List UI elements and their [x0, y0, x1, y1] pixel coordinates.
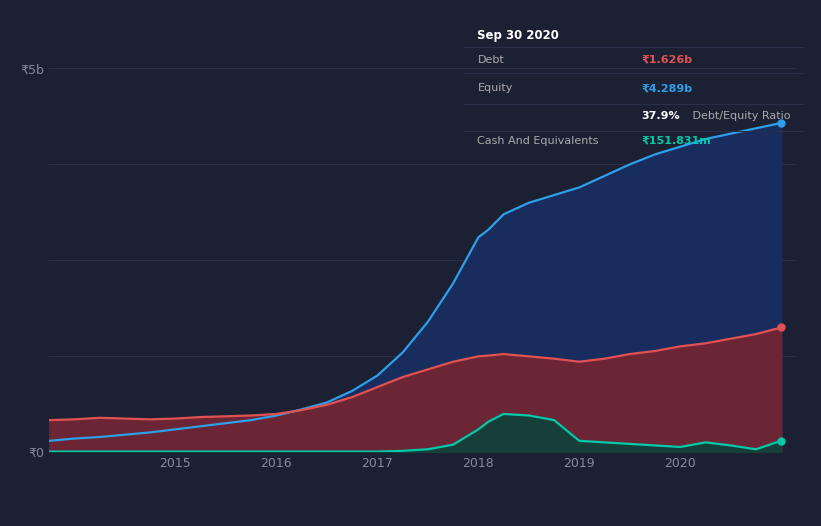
Text: Debt/Equity Ratio: Debt/Equity Ratio — [689, 112, 791, 122]
Text: Equity: Equity — [478, 83, 513, 93]
Text: ₹151.831m: ₹151.831m — [641, 136, 711, 146]
Text: ₹4.289b: ₹4.289b — [641, 83, 692, 93]
Text: Cash And Equivalents: Cash And Equivalents — [478, 136, 599, 146]
Text: ₹1.626b: ₹1.626b — [641, 55, 692, 65]
Text: 37.9%: 37.9% — [641, 112, 680, 122]
Text: Debt: Debt — [478, 55, 504, 65]
Text: Sep 30 2020: Sep 30 2020 — [478, 29, 559, 42]
